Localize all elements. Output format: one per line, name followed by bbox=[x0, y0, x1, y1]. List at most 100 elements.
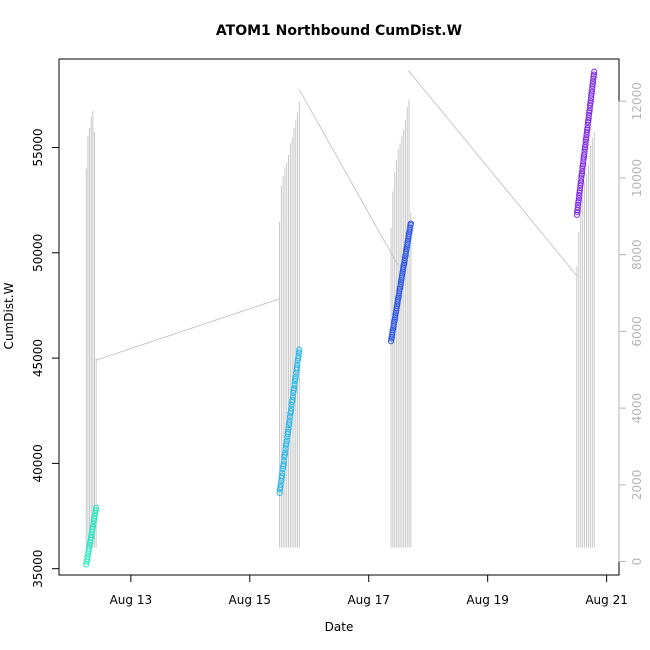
data-point bbox=[86, 542, 93, 549]
data-point bbox=[576, 188, 583, 195]
data-point bbox=[92, 507, 99, 514]
data-point bbox=[401, 257, 408, 264]
data-point bbox=[281, 451, 288, 459]
data-point bbox=[91, 515, 98, 522]
x-tick-label: Aug 17 bbox=[347, 593, 390, 607]
data-point bbox=[586, 107, 593, 115]
data-point bbox=[582, 138, 589, 145]
data-point bbox=[84, 553, 91, 560]
y-left-tick-label: 45000 bbox=[31, 339, 45, 377]
data-point bbox=[581, 151, 588, 158]
y-left-tick-label: 55000 bbox=[31, 128, 45, 166]
secondary-line-segment bbox=[407, 70, 578, 277]
data-point bbox=[393, 305, 400, 312]
x-axis-label: Date bbox=[325, 620, 354, 634]
data-point bbox=[389, 329, 396, 336]
data-point bbox=[84, 556, 91, 563]
data-point bbox=[291, 381, 298, 388]
data-point bbox=[407, 220, 414, 227]
data-point bbox=[85, 545, 93, 552]
secondary-line-segment bbox=[96, 298, 280, 361]
data-point bbox=[89, 523, 96, 530]
data-point bbox=[407, 224, 414, 231]
data-point bbox=[584, 124, 591, 132]
data-point bbox=[405, 233, 412, 240]
data-point bbox=[578, 175, 585, 182]
data-point bbox=[575, 197, 582, 204]
secondary-line-segment bbox=[298, 89, 399, 267]
data-point bbox=[286, 419, 293, 426]
data-point bbox=[296, 346, 303, 353]
data-point bbox=[583, 134, 590, 141]
data-point bbox=[87, 534, 95, 541]
chart-title: ATOM1 Northbound CumDist.W bbox=[216, 23, 462, 39]
data-point bbox=[276, 489, 283, 496]
data-point bbox=[589, 81, 596, 88]
data-point bbox=[277, 481, 284, 488]
data-point bbox=[290, 387, 297, 394]
data-point bbox=[579, 161, 587, 168]
x-tick-label: Aug 15 bbox=[229, 593, 272, 607]
data-point bbox=[588, 88, 595, 95]
y-right-tick-label: 6000 bbox=[630, 316, 644, 347]
y-left-tick-label: 50000 bbox=[31, 234, 45, 272]
x-tick-label: Aug 13 bbox=[110, 593, 153, 607]
data-point bbox=[396, 290, 403, 297]
data-point bbox=[402, 248, 410, 255]
data-point bbox=[283, 440, 290, 447]
data-point bbox=[387, 338, 395, 345]
data-point bbox=[577, 178, 585, 185]
x-tick-label: Aug 21 bbox=[585, 593, 628, 607]
data-point bbox=[277, 484, 284, 491]
data-point bbox=[292, 373, 299, 380]
data-point bbox=[289, 393, 296, 400]
y-right-tick-label: 2000 bbox=[630, 470, 644, 501]
data-point bbox=[283, 437, 290, 444]
data-point bbox=[585, 111, 593, 119]
data-point bbox=[587, 102, 594, 109]
data-point bbox=[391, 314, 399, 321]
data-point bbox=[286, 417, 293, 424]
data-point bbox=[397, 281, 404, 288]
y-right-tick-label: 10000 bbox=[630, 159, 644, 197]
data-point bbox=[574, 201, 582, 208]
data-point bbox=[398, 272, 406, 279]
x-axis: Aug 13 Aug 15 Aug 17 Aug 19 Aug 21 bbox=[110, 574, 628, 607]
data-point bbox=[289, 396, 296, 403]
data-point bbox=[287, 408, 294, 415]
data-point bbox=[280, 457, 288, 464]
data-point bbox=[285, 425, 292, 432]
data-point bbox=[93, 504, 100, 511]
data-point bbox=[574, 205, 581, 212]
data-point bbox=[279, 469, 286, 476]
data-point bbox=[292, 375, 299, 383]
data-point bbox=[590, 75, 597, 82]
y-axis-label: CumDist.W bbox=[2, 282, 16, 349]
data-point bbox=[280, 461, 287, 468]
data-point bbox=[293, 364, 301, 371]
data-point bbox=[282, 449, 289, 456]
y-left-tick-label: 35000 bbox=[31, 550, 45, 588]
y-right-tick-label: 12000 bbox=[630, 82, 644, 120]
data-point bbox=[295, 352, 302, 360]
data-point bbox=[288, 405, 295, 412]
data-point bbox=[585, 115, 592, 122]
y-left-tick-label: 40000 bbox=[31, 444, 45, 482]
data-point bbox=[584, 121, 591, 129]
data-point bbox=[290, 385, 298, 392]
y-right-tick-label: 0 bbox=[630, 558, 644, 566]
data-point bbox=[581, 148, 588, 155]
data-point bbox=[278, 472, 286, 479]
y-right-tick-label: 4000 bbox=[630, 393, 644, 424]
y-right-tick-label: 8000 bbox=[630, 239, 644, 270]
data-point bbox=[589, 85, 596, 92]
data-point bbox=[587, 98, 594, 105]
x-tick-label: Aug 19 bbox=[466, 593, 509, 607]
data-point bbox=[91, 512, 98, 519]
y-axis-right: 0 2000 4000 6000 8000 10000 12000 bbox=[618, 82, 644, 566]
y-axis-left: 35000 40000 45000 50000 55000 bbox=[31, 128, 60, 588]
data-point bbox=[579, 165, 586, 172]
data-point bbox=[284, 428, 292, 436]
